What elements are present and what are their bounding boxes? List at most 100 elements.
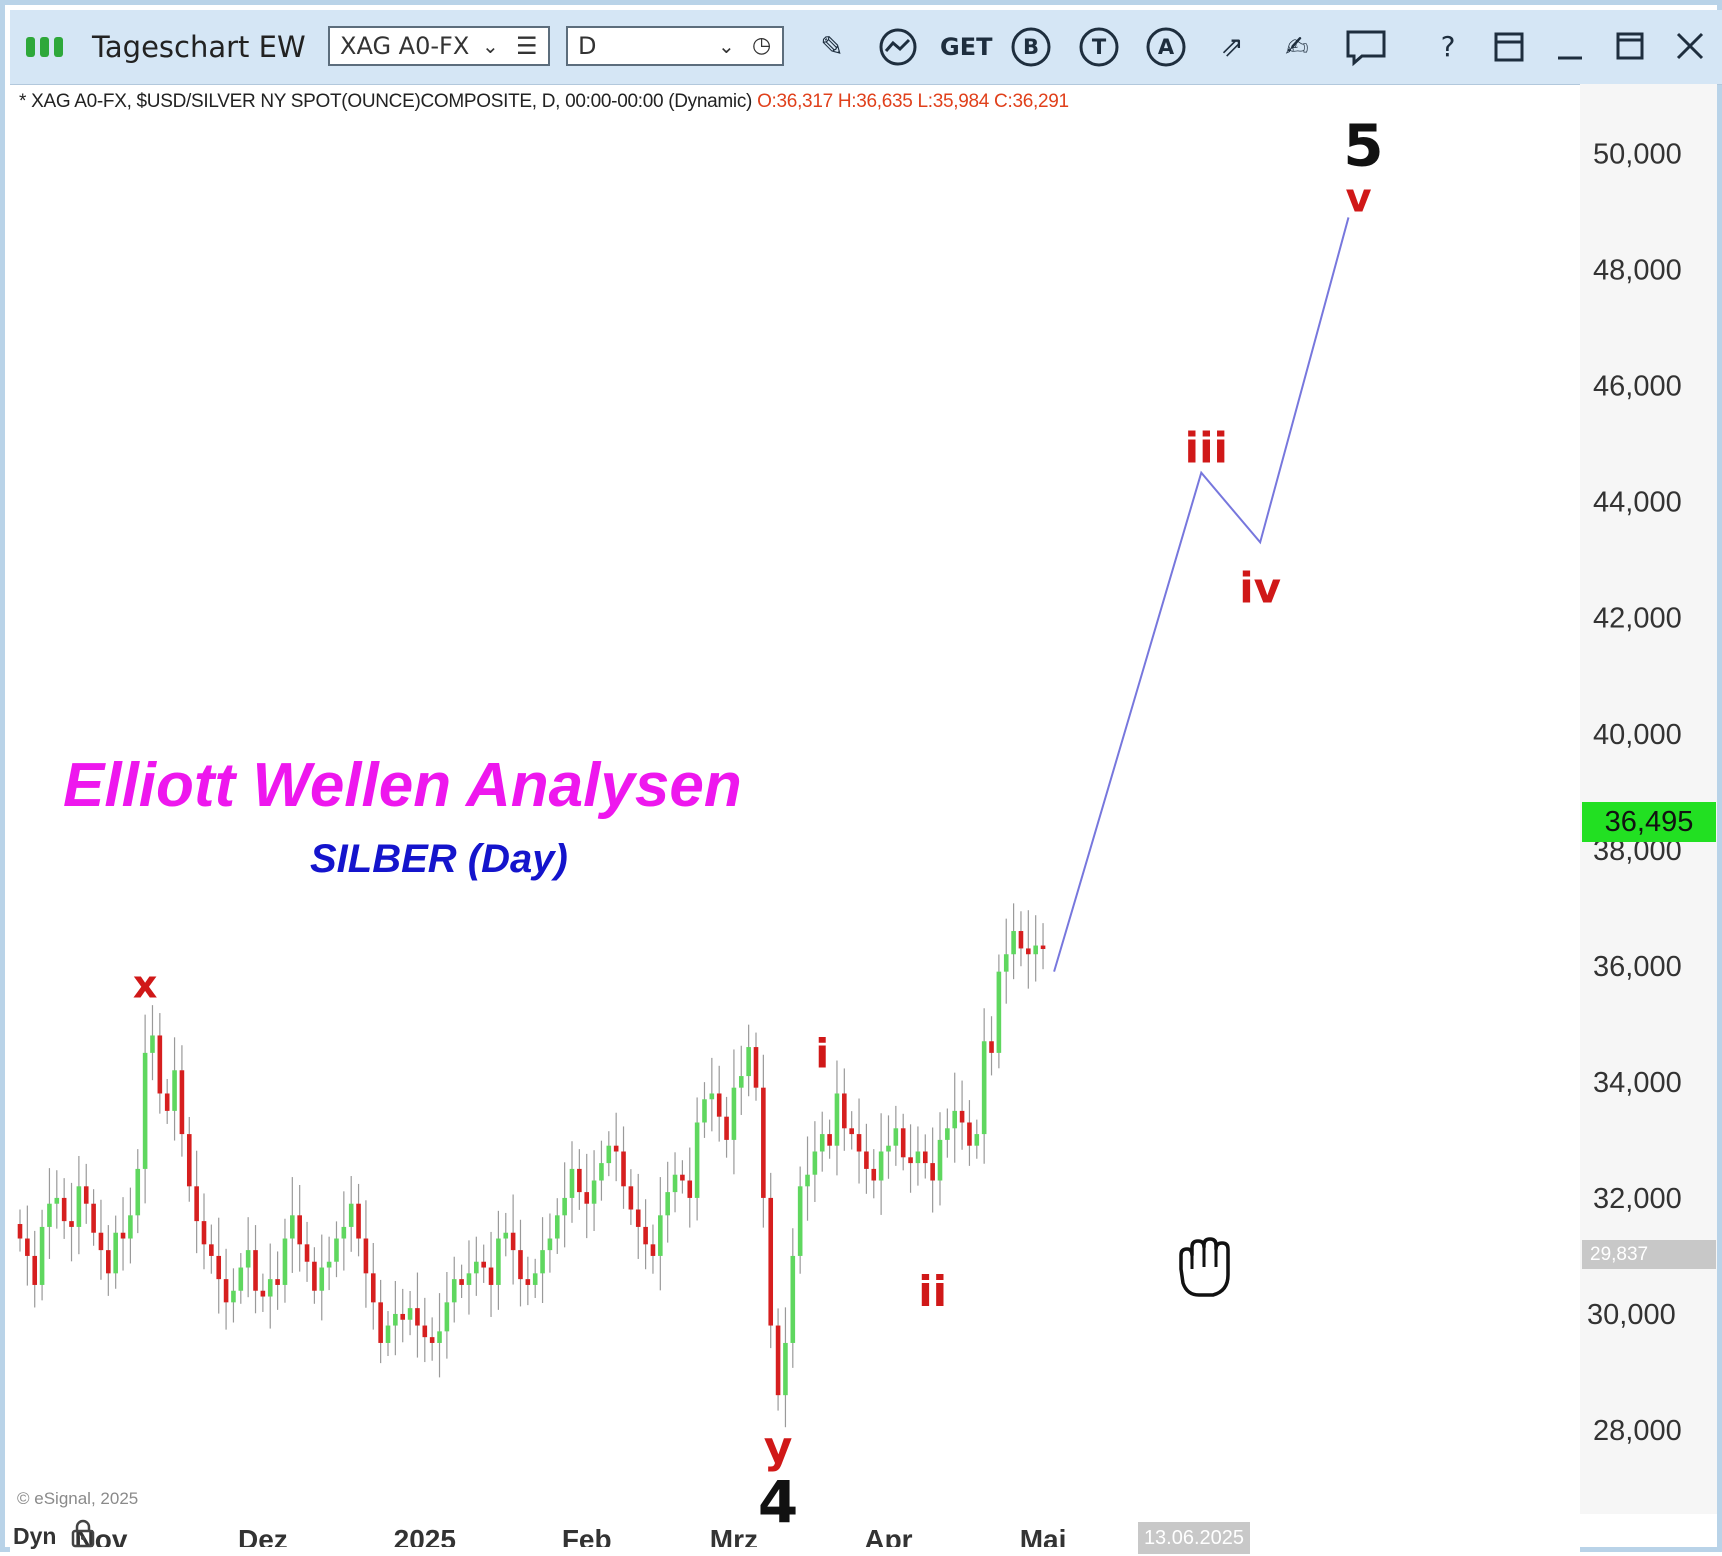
wave-label: y	[764, 1422, 793, 1473]
candle	[1033, 915, 1038, 982]
candle-body	[1003, 954, 1009, 972]
candle	[245, 1217, 251, 1298]
chevron-down-icon[interactable]: ⌄	[482, 34, 499, 58]
candle	[900, 1113, 906, 1171]
candle-body	[827, 1134, 832, 1146]
candle-body	[628, 1186, 634, 1210]
candle	[25, 1205, 30, 1286]
candle-body	[746, 1047, 751, 1077]
minimize-icon[interactable]	[1550, 26, 1590, 68]
t-circle-icon[interactable]: T	[1078, 26, 1120, 68]
candle-body	[959, 1110, 965, 1123]
wave-projection-line	[1053, 217, 1350, 972]
interval-combo[interactable]: D ⌄ ◷	[566, 26, 784, 66]
candle-body	[290, 1215, 295, 1239]
candle	[989, 1016, 994, 1076]
candle-body	[805, 1174, 810, 1187]
candle-body	[326, 1261, 332, 1268]
candle	[1003, 918, 1009, 1004]
candle	[724, 1096, 729, 1158]
candle	[930, 1127, 935, 1213]
candle-body	[503, 1232, 509, 1239]
price-axis[interactable]	[1580, 84, 1717, 1514]
candle	[635, 1173, 641, 1259]
symbol-description: * XAG A0-FX, $USD/SILVER NY SPOT(OUNCE)C…	[19, 91, 753, 112]
candle	[532, 1258, 538, 1298]
candle	[186, 1116, 192, 1202]
candle	[474, 1236, 479, 1296]
candle-body	[496, 1238, 501, 1285]
candle-body	[83, 1186, 89, 1204]
close-icon[interactable]	[1670, 26, 1710, 68]
candle-body	[172, 1070, 177, 1111]
a-circle-icon[interactable]: A	[1145, 26, 1187, 68]
candle	[650, 1224, 656, 1274]
b-circle-label: B	[1022, 35, 1039, 59]
study-icon[interactable]	[876, 26, 920, 68]
candle-body	[363, 1238, 369, 1274]
candle	[407, 1291, 413, 1336]
x-month-label: 2025	[394, 1524, 456, 1547]
candle-body	[849, 1128, 854, 1135]
wave-label: 5	[1343, 111, 1383, 179]
candle-body	[209, 1244, 214, 1256]
y-tick-label: 30,000	[1587, 1299, 1676, 1331]
menu-icon[interactable]: ☰	[516, 32, 538, 60]
candle	[363, 1200, 369, 1308]
window-status-icon[interactable]	[22, 26, 68, 68]
symbol-combo-value: XAG A0-FX	[340, 32, 470, 60]
candle-body	[945, 1128, 950, 1140]
maximize-icon[interactable]	[1610, 26, 1650, 68]
candle	[643, 1199, 648, 1270]
clock-icon[interactable]: ◷	[752, 33, 772, 58]
dyn-toggle[interactable]: Dyn	[13, 1523, 57, 1549]
candle-body	[245, 1250, 251, 1268]
b-circle-icon[interactable]: B	[1010, 26, 1052, 68]
chevron-down-icon[interactable]: ⌄	[718, 34, 735, 58]
candle-body	[908, 1157, 913, 1164]
time-axis[interactable]	[10, 1517, 1580, 1552]
candle	[658, 1177, 663, 1291]
get-icon[interactable]: GET	[940, 33, 993, 61]
candle	[334, 1221, 339, 1278]
pencil-icon[interactable]: ✎	[820, 30, 844, 63]
candle	[275, 1251, 280, 1310]
symbol-combo[interactable]: XAG A0-FX ⌄ ☰	[328, 26, 550, 66]
comment-icon[interactable]	[1342, 26, 1390, 68]
lock-icon[interactable]	[69, 1519, 97, 1556]
window-title: Tageschart EW	[92, 30, 306, 64]
candle-body	[981, 1041, 987, 1135]
candle	[481, 1244, 486, 1283]
candle-body	[120, 1232, 126, 1239]
candle	[1026, 910, 1031, 989]
candle-body	[231, 1290, 236, 1303]
candle	[47, 1168, 52, 1259]
candle	[223, 1248, 229, 1330]
candle-body	[422, 1325, 428, 1338]
help-icon[interactable]: ?	[1440, 30, 1456, 63]
candle	[496, 1210, 501, 1310]
candlestick-chart[interactable]: 28,00032,00034,00036,00038,00040,00042,0…	[5, 5, 1717, 1547]
candle-body	[17, 1224, 23, 1239]
candle-body	[569, 1168, 575, 1198]
candle	[908, 1124, 913, 1193]
candle	[238, 1253, 244, 1304]
candle-body	[179, 1070, 185, 1135]
candle-body	[194, 1186, 199, 1222]
candle	[1018, 911, 1024, 967]
candle-body	[900, 1128, 906, 1158]
y-tick-label: 42,000	[1593, 603, 1682, 635]
candle	[680, 1160, 685, 1194]
wave-label: iii	[1185, 424, 1228, 473]
candle	[393, 1280, 398, 1356]
link-icon[interactable]: ⇗	[1220, 30, 1244, 63]
candle	[194, 1150, 199, 1254]
detach-icon[interactable]	[1488, 26, 1530, 68]
candle-body	[47, 1203, 52, 1227]
candle	[253, 1225, 258, 1314]
candle-body	[437, 1331, 442, 1343]
candle-body	[702, 1099, 707, 1123]
candle	[260, 1273, 266, 1312]
edit-icon[interactable]: ✍	[1285, 30, 1309, 63]
